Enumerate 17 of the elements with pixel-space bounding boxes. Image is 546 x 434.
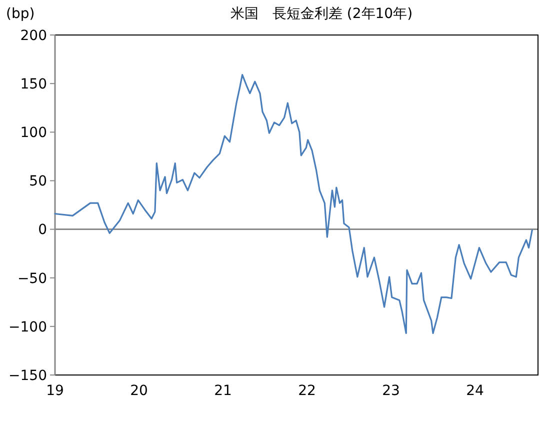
y-tick-label: −50 <box>17 270 47 287</box>
x-tick-label: 20 <box>130 383 148 399</box>
y-tick-label: 50 <box>29 174 47 190</box>
chart-title: 米国 長短金利差 (2年10年) <box>230 6 413 22</box>
x-tick-label: 24 <box>466 383 484 399</box>
x-tick-label: 21 <box>214 383 232 399</box>
y-tick-label: −100 <box>8 319 47 336</box>
x-tick-label: 19 <box>46 383 64 399</box>
y-tick-label: 0 <box>38 222 47 238</box>
y-tick-label: −150 <box>8 368 47 384</box>
y-tick-label: 200 <box>20 28 47 44</box>
y-tick-label: 100 <box>20 125 47 142</box>
line-series <box>54 74 533 334</box>
x-tick-label: 23 <box>382 383 400 399</box>
y-axis-title: (bp) <box>6 6 35 22</box>
x-tick-label: 22 <box>298 383 316 399</box>
y-tick-label: 150 <box>20 76 47 92</box>
